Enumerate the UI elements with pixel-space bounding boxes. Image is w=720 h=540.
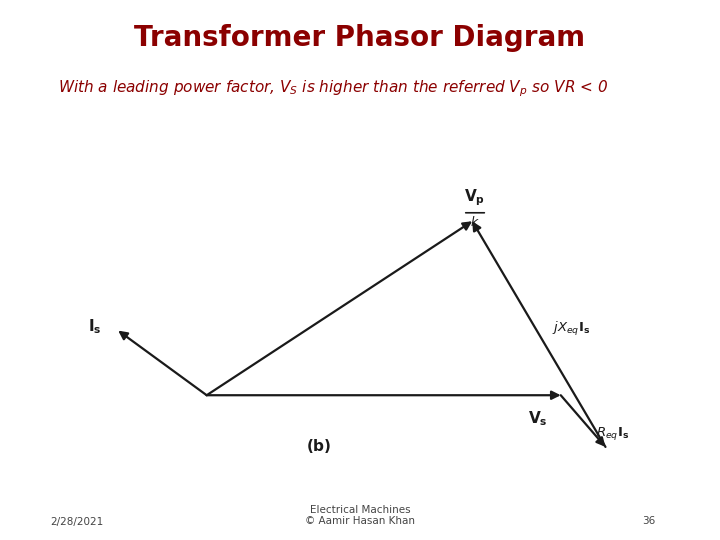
Text: $\mathbf{V_s}$: $\mathbf{V_s}$ <box>528 409 547 428</box>
Text: $\bf{(b)}$: $\bf{(b)}$ <box>306 437 331 455</box>
Text: With a leading power factor, $V_S$ is higher than the referred $V_p$ so VR < 0: With a leading power factor, $V_S$ is hi… <box>58 78 608 99</box>
Text: $jX_{eq}\mathbf{I_s}$: $jX_{eq}\mathbf{I_s}$ <box>552 320 590 338</box>
Text: Transformer Phasor Diagram: Transformer Phasor Diagram <box>135 24 585 52</box>
Text: 2/28/2021: 2/28/2021 <box>50 516 104 526</box>
Text: $\mathbf{I_s}$: $\mathbf{I_s}$ <box>88 318 102 336</box>
Text: 36: 36 <box>642 516 655 526</box>
Text: $\mathbf{V_p}$: $\mathbf{V_p}$ <box>464 188 485 208</box>
Text: $R_{eq}\mathbf{I_s}$: $R_{eq}\mathbf{I_s}$ <box>596 425 629 442</box>
Text: Electrical Machines
© Aamir Hasan Khan: Electrical Machines © Aamir Hasan Khan <box>305 505 415 526</box>
Text: $k$: $k$ <box>470 215 480 230</box>
